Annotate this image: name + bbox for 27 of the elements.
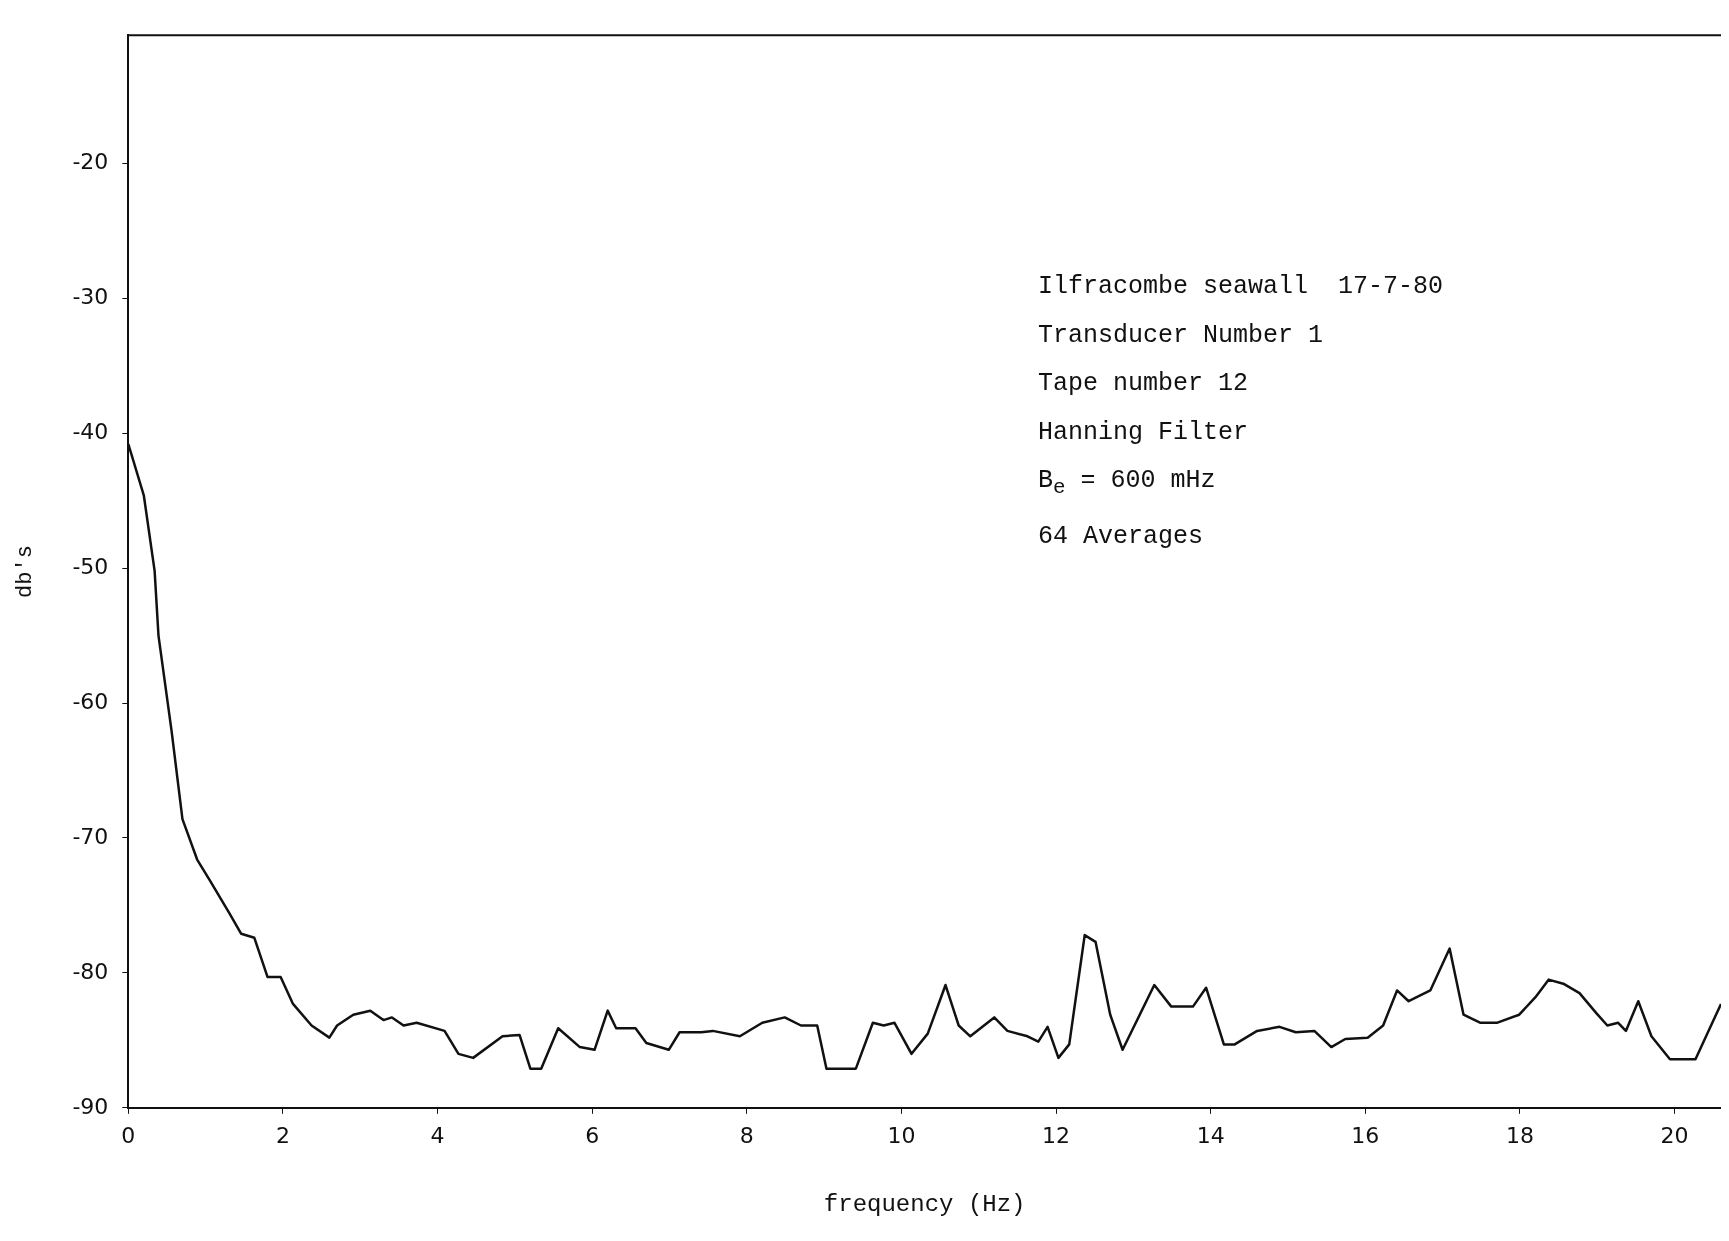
x-tick-label: 6	[585, 1122, 600, 1148]
x-tick-label: 2	[275, 1122, 290, 1148]
x-tick-label: 4	[430, 1122, 445, 1148]
y-tick-label: -20	[72, 149, 109, 175]
annotation: Transducer Number 1	[1038, 319, 1325, 352]
annotation: 64 Averages	[1038, 520, 1205, 553]
y-axis-title: db's	[13, 545, 39, 598]
annotation: Tape number 12	[1038, 368, 1250, 400]
x-tick-label: 0	[121, 1122, 136, 1148]
y-tick-label: -90	[72, 1093, 109, 1119]
y-tick-label: -70	[72, 823, 109, 849]
annotation: Hanning Filter	[1038, 416, 1250, 449]
y-tick-label: -50	[72, 553, 109, 579]
annotation: B$_{e}$ = 600 mHz	[1038, 465, 1217, 501]
x-tick-label: 20	[1660, 1122, 1689, 1148]
x-tick-label: 12	[1042, 1122, 1071, 1148]
y-tick-label: -60	[72, 688, 109, 714]
y-tick-label: -80	[72, 958, 109, 984]
x-tick-label: 10	[887, 1122, 916, 1148]
y-tick-label: -40	[72, 418, 109, 444]
x-tick-label: 14	[1196, 1122, 1225, 1148]
x-tick-label: 8	[739, 1122, 754, 1148]
y-tick-label: -30	[72, 284, 109, 310]
x-tick-label: 16	[1351, 1122, 1380, 1148]
x-tick-label: 18	[1505, 1122, 1534, 1148]
x-axis-title: frequency (Hz)	[823, 1190, 1026, 1218]
annotation: Ilfracombe seawall 17-7-80	[1038, 271, 1444, 303]
